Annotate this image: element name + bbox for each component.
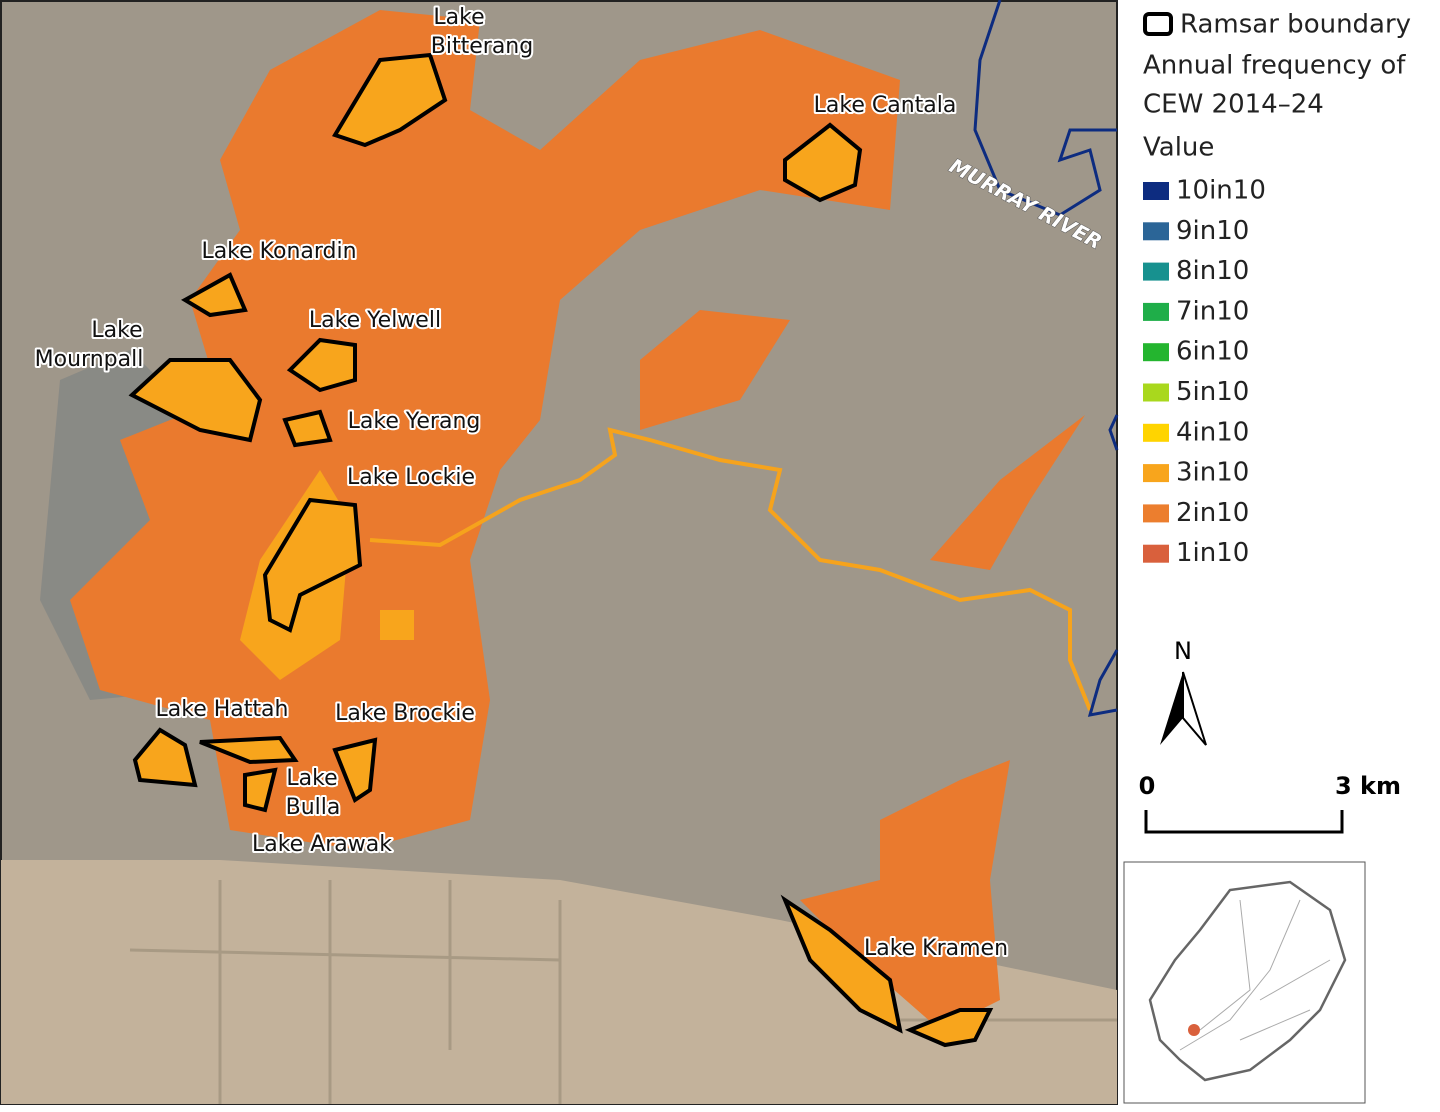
legend-swatch <box>1143 423 1169 442</box>
north-label: N <box>1174 637 1192 665</box>
legend: Ramsar boundary Annual frequency of CEW … <box>1143 10 1411 568</box>
lake-label: Bulla <box>286 795 341 820</box>
legend-swatch <box>1143 544 1169 563</box>
legend-swatch <box>1143 504 1169 523</box>
legend-label: Ramsar boundary <box>1180 10 1411 40</box>
legend-swatch <box>1143 222 1169 241</box>
lake-label: Lake Brockie <box>335 701 475 726</box>
legend-label: 8in10 <box>1176 256 1249 286</box>
field-lines <box>129 880 1117 1104</box>
scale-start: 0 <box>1139 772 1156 800</box>
lake-label: Mournpall <box>35 347 144 372</box>
lake-label: Lake Yelwell <box>309 308 441 333</box>
legend-swatch <box>1143 302 1169 321</box>
legend-label: 7in10 <box>1176 296 1249 326</box>
legend-swatch <box>1143 262 1169 281</box>
north-arrow: N <box>1160 637 1207 746</box>
murray-river <box>973 0 1119 717</box>
lake-label: Bitterang <box>431 34 533 59</box>
lake-label: Lake Cantala <box>814 93 957 118</box>
legend-swatch <box>1143 343 1169 362</box>
legend-label: 6in10 <box>1176 337 1249 367</box>
inset-map <box>1123 861 1366 1104</box>
legend-title: Annual frequency of <box>1143 51 1406 81</box>
legend-swatch <box>1143 182 1169 200</box>
legend-label: 2in10 <box>1176 498 1249 528</box>
scale-end: 3 km <box>1335 772 1401 800</box>
lake-label: Lake Konardin <box>201 239 356 264</box>
legend-label: 9in10 <box>1176 216 1249 246</box>
legend-label: 4in10 <box>1176 417 1249 447</box>
lake-label: Lake Lockie <box>347 465 475 490</box>
legend-swatch <box>1143 464 1169 483</box>
legend-label: 1in10 <box>1176 538 1249 568</box>
lake-label: Lake Hattah <box>156 697 289 722</box>
lake-label: Lake <box>91 318 142 343</box>
scale-bar: 0 3 km <box>1139 772 1401 834</box>
legend-label: 5in10 <box>1176 377 1249 407</box>
legend-title: CEW 2014–24 <box>1143 90 1324 120</box>
legend-classes: 10in10 9in10 8in10 7in10 6in10 5in10 4in10 3in1… <box>1143 176 1266 568</box>
lake-label: Lake Arawak <box>252 832 392 857</box>
legend-label: 3in10 <box>1176 458 1249 488</box>
creek <box>369 427 1092 711</box>
legend-label: 10in10 <box>1176 176 1266 206</box>
map: Lake Bitterang Lake Cantala Lake Konardi… <box>0 0 1119 1105</box>
legend-swatch <box>1143 383 1169 402</box>
lake-label: Lake <box>433 5 484 30</box>
lake-label: Lake Yerang <box>348 409 481 434</box>
legend-field: Value <box>1143 133 1214 163</box>
lake-label: Lake <box>286 766 337 791</box>
boundary-swatch <box>1143 12 1173 36</box>
ramsar-boundaries <box>128 52 994 1048</box>
lake-label: Lake Kramen <box>864 936 1008 961</box>
